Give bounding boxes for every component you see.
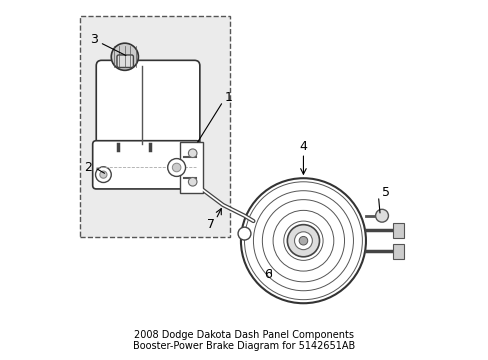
Circle shape — [111, 43, 138, 70]
FancyBboxPatch shape — [93, 141, 200, 189]
FancyBboxPatch shape — [80, 16, 230, 237]
Circle shape — [375, 209, 387, 222]
Circle shape — [188, 149, 197, 157]
Circle shape — [238, 227, 250, 240]
Circle shape — [95, 167, 111, 183]
Text: 2008 Dodge Dakota Dash Panel Components
Booster-Power Brake Diagram for 5142651A: 2008 Dodge Dakota Dash Panel Components … — [133, 330, 355, 351]
FancyBboxPatch shape — [392, 222, 403, 238]
Circle shape — [167, 158, 185, 176]
Circle shape — [294, 232, 312, 249]
Text: 4: 4 — [299, 140, 307, 153]
Circle shape — [100, 171, 107, 178]
Text: 2: 2 — [84, 161, 92, 174]
Circle shape — [172, 163, 181, 172]
Circle shape — [188, 177, 197, 186]
FancyBboxPatch shape — [392, 244, 403, 259]
Text: 1: 1 — [224, 91, 232, 104]
FancyBboxPatch shape — [117, 55, 133, 67]
FancyBboxPatch shape — [96, 60, 200, 150]
Text: 7: 7 — [206, 218, 214, 231]
Circle shape — [241, 178, 365, 303]
Circle shape — [299, 237, 307, 245]
Text: 6: 6 — [263, 268, 271, 281]
FancyBboxPatch shape — [180, 143, 203, 193]
Circle shape — [287, 225, 319, 257]
Text: 5: 5 — [381, 186, 389, 199]
Text: 3: 3 — [90, 33, 98, 46]
